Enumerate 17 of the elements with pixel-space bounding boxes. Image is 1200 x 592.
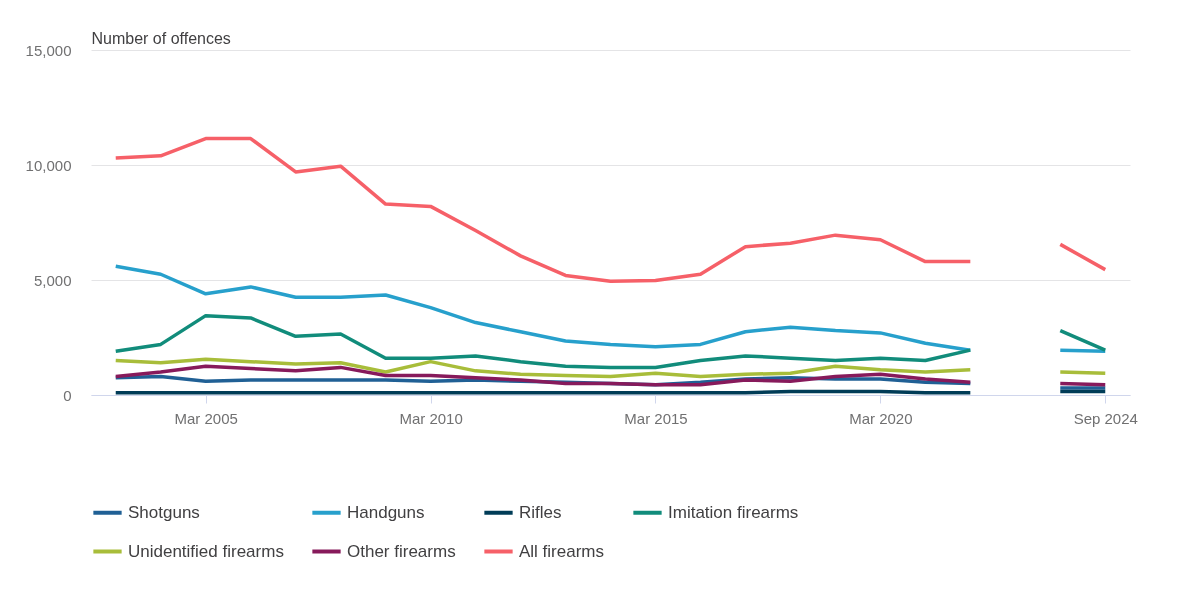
- y-axis-title: Number of offences: [91, 29, 231, 47]
- y-tick-label: 10,000: [25, 156, 72, 174]
- legend-label: Other firearms: [347, 541, 456, 561]
- y-tick-label: 15,000: [25, 41, 72, 59]
- x-tick-label: Mar 2010: [399, 409, 463, 427]
- x-tick-label: Mar 2005: [174, 409, 238, 427]
- legend-label: Rifles: [519, 502, 562, 522]
- legend-label: Imitation firearms: [668, 502, 799, 522]
- x-tick-label: Sep 2024: [1073, 409, 1138, 427]
- x-tick-label: Mar 2015: [624, 409, 688, 427]
- legend-label: Handguns: [347, 502, 425, 522]
- legend-label: Shotguns: [128, 502, 200, 522]
- legend-label: All firearms: [519, 541, 605, 561]
- y-tick-label: 5,000: [33, 271, 72, 289]
- legend-label: Unidentified firearms: [128, 541, 284, 561]
- y-tick-label: 0: [63, 386, 72, 404]
- x-tick-label: Mar 2020: [849, 409, 913, 427]
